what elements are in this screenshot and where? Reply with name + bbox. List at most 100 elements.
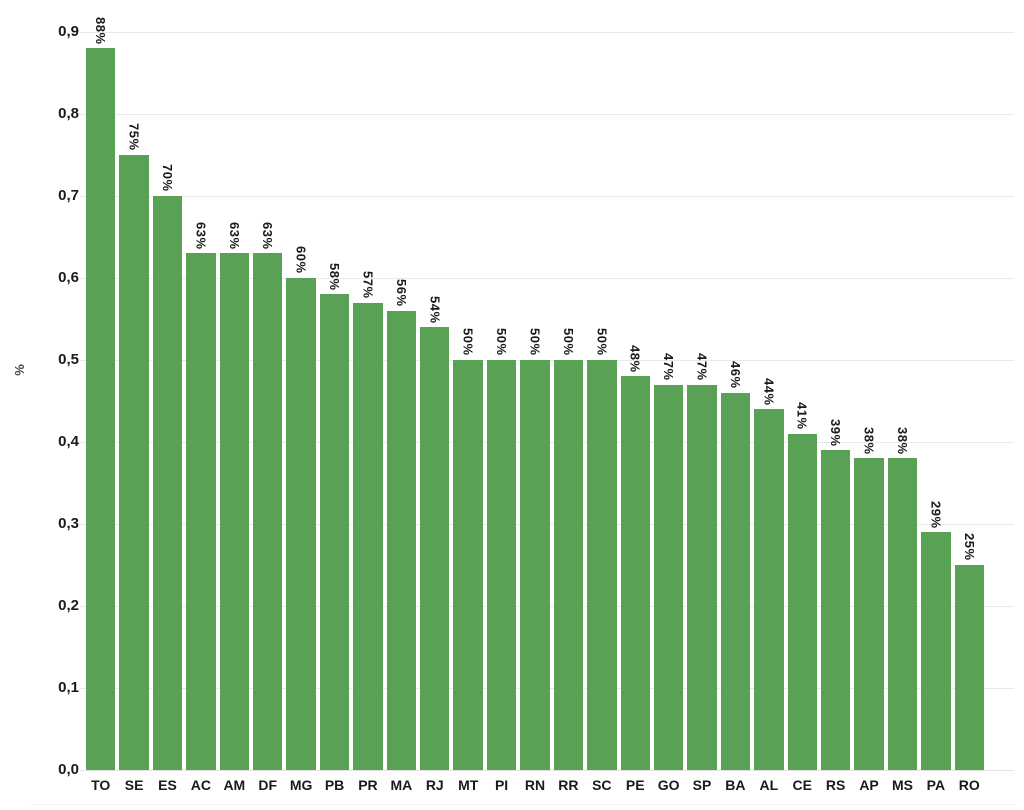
gridline-0,6	[80, 278, 1014, 279]
bar	[687, 384, 717, 770]
bar-value-label: 38%	[861, 426, 877, 455]
x-tick-label-SC: SC	[592, 777, 612, 793]
bar-value-label: 56%	[393, 279, 409, 307]
bar-column-RJ: 54%	[420, 0, 450, 770]
bar	[820, 450, 851, 770]
bar-column-AL: 44%	[754, 0, 784, 770]
bar-value-label: 50%	[494, 328, 510, 356]
x-axis-tick-labels: TO SE ES AC AM DF MG PB PR MA RJ MT PI RN RR SC PE GO SP BA…	[86, 776, 984, 794]
bar-column-BA: 46%	[720, 0, 751, 770]
bar-value-label: 47%	[694, 353, 710, 381]
bar-column-SE: 75%	[119, 0, 149, 770]
x-tick-label-AC: AC	[190, 777, 212, 793]
x-tick-label-PI: PI	[494, 777, 509, 793]
bar	[420, 327, 450, 770]
bar	[119, 155, 149, 770]
bar-column-GO: 47%	[653, 0, 684, 770]
bar	[887, 458, 918, 770]
gridline-0,0	[80, 770, 1014, 771]
bar	[653, 384, 684, 770]
bar-column-TO: 88%	[86, 0, 116, 770]
bar	[787, 433, 817, 770]
y-tick-label: 0,3	[58, 515, 79, 532]
bar-value-label: 50%	[460, 328, 476, 356]
x-tick-label-CE: CE	[792, 777, 812, 793]
bar	[720, 392, 751, 770]
bar-value-label: 39%	[828, 418, 844, 447]
x-tick-label-AM: AM	[223, 777, 246, 793]
bar	[219, 253, 250, 770]
bar-column-PB: 58%	[319, 0, 350, 770]
bar-column-MS: 38%	[887, 0, 918, 770]
x-tick-label-SP: SP	[692, 777, 712, 793]
x-tick-label-MA: MA	[390, 777, 413, 793]
bar	[587, 360, 617, 770]
gridline-0,9	[80, 32, 1014, 33]
bar-value-label: 54%	[427, 295, 443, 324]
x-tick-label-MS: MS	[891, 777, 913, 793]
y-tick-label: 0,8	[58, 105, 79, 122]
x-tick-label-BA: BA	[725, 777, 746, 793]
bar-column-SP: 47%	[687, 0, 717, 770]
bar-column-CE: 41%	[787, 0, 817, 770]
bar-column-PI: 50%	[486, 0, 517, 770]
gridline-0,8	[80, 114, 1014, 115]
x-tick-label-MT: MT	[458, 777, 479, 793]
y-tick-label: 0,4	[58, 433, 79, 450]
bar-value-label: 29%	[928, 500, 944, 529]
bar-column-PE: 48%	[620, 0, 650, 770]
x-tick-label-RS: RS	[825, 777, 846, 793]
bar	[486, 360, 517, 770]
x-tick-label-MG: MG	[289, 777, 313, 793]
bar-column-RR: 50%	[553, 0, 584, 770]
y-tick-label: 0,9	[58, 23, 79, 40]
x-tick-label-RN: RN	[524, 777, 546, 793]
bar-value-label: 60%	[293, 246, 309, 274]
bar	[86, 48, 116, 770]
x-tick-label-ES: ES	[158, 777, 177, 793]
y-tick-label: 0,2	[58, 597, 79, 614]
x-tick-label-AL: AL	[759, 777, 779, 793]
bar	[620, 376, 650, 770]
bar-column-RS: 39%	[820, 0, 851, 770]
bar-value-label: 75%	[126, 123, 142, 151]
bar-column-PA: 29%	[921, 0, 951, 770]
bar	[453, 360, 483, 770]
y-axis-title: %	[12, 364, 27, 376]
bar-column-ES: 70%	[152, 0, 183, 770]
bar-column-MT: 50%	[453, 0, 483, 770]
bar-column-AC: 63%	[186, 0, 216, 770]
x-tick-label-TO: TO	[91, 777, 111, 793]
bar-value-label: 25%	[961, 533, 977, 561]
bar-value-label: 44%	[761, 377, 777, 406]
bar-value-label: 58%	[327, 262, 343, 291]
x-tick-label-SE: SE	[124, 777, 144, 793]
bar-value-label: 63%	[226, 221, 242, 250]
bar-column-AM: 63%	[219, 0, 250, 770]
bar-value-label: 57%	[360, 271, 376, 299]
x-tick-label-AP: AP	[859, 777, 879, 793]
bar-column-PR: 57%	[353, 0, 383, 770]
plot-area: 88% 75% 70% 63% 63% 63% 60% 58% 57% 56% 54% 50% 50% 5…	[86, 0, 984, 770]
bar-column-MA: 56%	[386, 0, 417, 770]
bar-value-label: 50%	[594, 328, 610, 356]
bar-column-RO: 25%	[954, 0, 984, 770]
bar	[353, 302, 383, 770]
x-tick-label-DF: DF	[258, 777, 278, 793]
y-tick-label: 0,5	[58, 351, 79, 368]
bar-column-DF: 63%	[253, 0, 283, 770]
bar	[286, 278, 316, 770]
x-tick-label-GO: GO	[657, 777, 680, 793]
bar	[520, 360, 550, 770]
bar	[921, 532, 951, 770]
bar-column-MG: 60%	[286, 0, 316, 770]
bar	[152, 196, 183, 770]
bar	[553, 360, 584, 770]
bar	[386, 310, 417, 770]
bar-value-label: 48%	[627, 344, 643, 373]
chart-bottom-border	[30, 804, 1015, 805]
bar-column-AP: 38%	[854, 0, 884, 770]
bar	[754, 409, 784, 770]
x-tick-label-PA: PA	[926, 777, 946, 793]
